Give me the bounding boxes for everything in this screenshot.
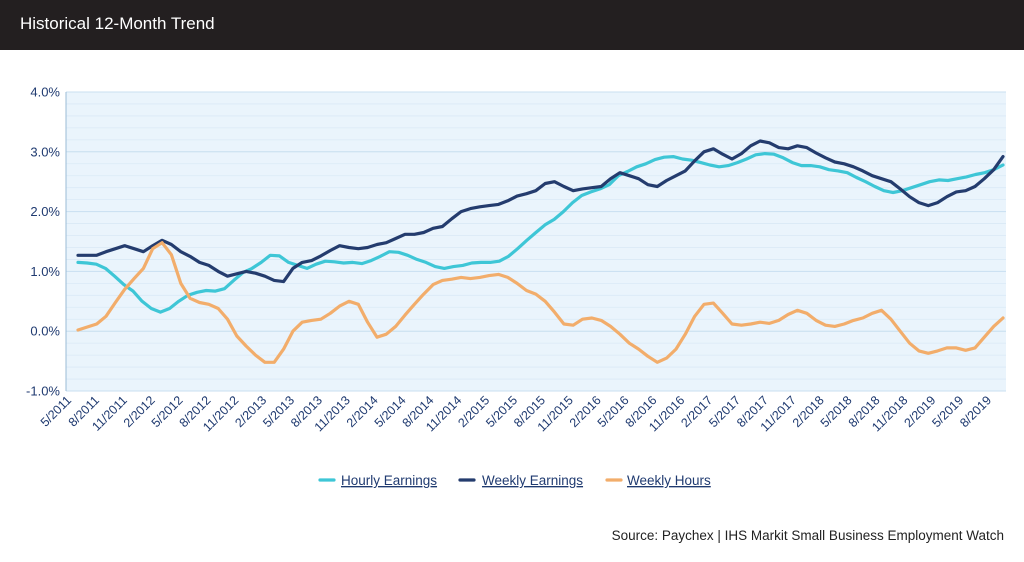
y-tick-label: 1.0% bbox=[30, 264, 60, 279]
plot-area bbox=[66, 92, 1006, 391]
y-tick-label: 0.0% bbox=[30, 324, 60, 339]
y-tick-label: 2.0% bbox=[30, 204, 60, 219]
x-tick-label: 5/2011 bbox=[38, 393, 74, 429]
page-title: Historical 12-Month Trend bbox=[20, 14, 215, 33]
line-chart: -1.0%0.0%1.0%2.0%3.0%4.0%5/20118/201111/… bbox=[26, 85, 1006, 488]
legend-label: Weekly Earnings bbox=[482, 473, 583, 488]
y-tick-label: -1.0% bbox=[26, 384, 60, 399]
legend-label: Weekly Hours bbox=[627, 473, 711, 488]
y-tick-label: 4.0% bbox=[30, 85, 60, 100]
y-tick-label: 3.0% bbox=[30, 144, 60, 159]
series-line-hourly-earnings bbox=[76, 151, 1005, 314]
source-note: Source: Paychex | IHS Markit Small Busin… bbox=[611, 528, 1004, 543]
x-tick-label: 8/2019 bbox=[957, 393, 994, 430]
legend-label: Hourly Earnings bbox=[341, 473, 437, 488]
series-line-weekly-earnings bbox=[76, 139, 1005, 284]
header-bar: Historical 12-Month Trend bbox=[0, 0, 1024, 50]
series-line-weekly-hours bbox=[76, 241, 1005, 364]
